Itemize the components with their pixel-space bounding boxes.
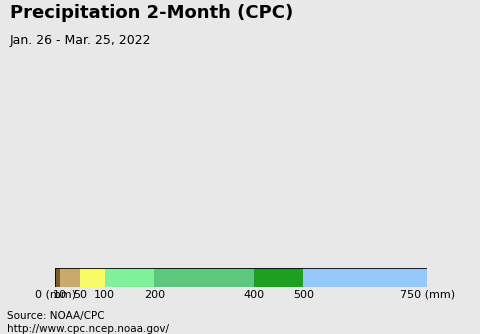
Text: Jan. 26 - Mar. 25, 2022: Jan. 26 - Mar. 25, 2022 [10, 34, 151, 47]
Bar [55, 268, 60, 287]
Bar [80, 268, 105, 287]
Bar [60, 268, 80, 287]
Bar [303, 268, 427, 287]
Bar [105, 268, 155, 287]
Bar [253, 268, 303, 287]
Text: http://www.cpc.ncep.noaa.gov/: http://www.cpc.ncep.noaa.gov/ [7, 325, 169, 334]
Text: 0 (mm): 0 (mm) [35, 290, 76, 300]
Text: 50: 50 [73, 290, 87, 300]
Text: 200: 200 [144, 290, 165, 300]
Text: 10: 10 [53, 290, 67, 300]
Text: 750 (mm): 750 (mm) [400, 290, 455, 300]
Bar [155, 268, 253, 287]
Text: 100: 100 [94, 290, 115, 300]
Text: 500: 500 [293, 290, 314, 300]
Text: Precipitation 2-Month (CPC): Precipitation 2-Month (CPC) [10, 4, 293, 22]
Text: Source: NOAA/CPC: Source: NOAA/CPC [7, 311, 105, 321]
Text: 400: 400 [243, 290, 264, 300]
